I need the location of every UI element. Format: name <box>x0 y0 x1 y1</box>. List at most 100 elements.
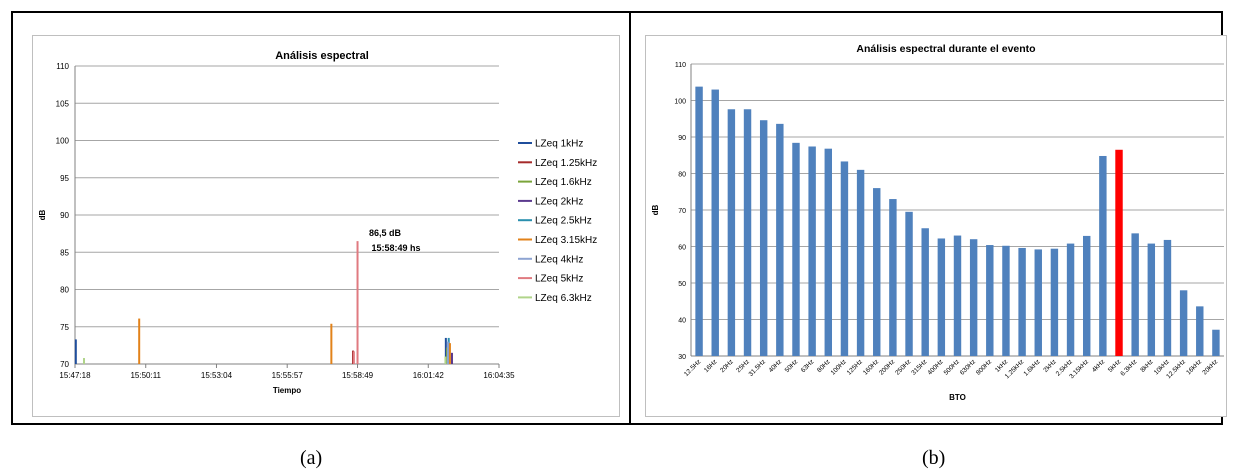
y-tick-label: 80 <box>678 172 686 179</box>
x-tick-label: 63Hz <box>800 358 816 374</box>
bar-1-25khz <box>1018 247 1026 356</box>
caption-b: (b) <box>922 447 946 469</box>
y-tick-label: 90 <box>60 211 69 220</box>
x-tick-label: 6.3kHz <box>1119 358 1138 377</box>
legend-label: LZeq 2kHz <box>535 196 583 207</box>
x-tick-label: 20kHz <box>1201 358 1219 376</box>
bar-12-5hz <box>695 86 703 356</box>
legend-label: LZeq 3.15kHz <box>535 235 597 246</box>
bar-31-5hz <box>759 120 768 357</box>
bar-10khz <box>1163 239 1172 356</box>
bar-4khz <box>1099 155 1107 356</box>
bar-2khz <box>1050 248 1059 356</box>
bar-500hz <box>953 235 962 356</box>
x-tick-label: 16kHz <box>1185 358 1203 376</box>
bar-20khz <box>1212 329 1220 356</box>
y-axis-label: dB <box>651 204 660 215</box>
x-tick-label: 315Hz <box>910 358 928 376</box>
bar-1khz <box>1002 245 1010 356</box>
y-axis-label: dB <box>38 209 47 220</box>
spectral-event-bar-chart-svg: Análisis espectral durante el evento 30 40… <box>651 43 1224 402</box>
x-tick-label: 800Hz <box>975 358 993 376</box>
x-tick-label: 16Hz <box>703 358 719 374</box>
bar-400hz <box>937 238 946 356</box>
x-tick-label: 4kHz <box>1091 358 1106 373</box>
x-tick-label: 100Hz <box>830 358 848 376</box>
bar-63hz <box>808 146 816 356</box>
x-tick-label: 16:01:42 <box>413 371 445 380</box>
bar-160hz <box>873 188 881 356</box>
bar-40hz <box>776 123 784 356</box>
x-tick-label: 125Hz <box>846 358 864 376</box>
legend-label: LZeq 4kHz <box>535 254 583 265</box>
x-tick-label: 15:50:11 <box>130 371 161 380</box>
figure-divider <box>629 11 631 425</box>
bar-630hz <box>969 239 978 356</box>
legend-label: LZeq 1.6kHz <box>535 177 592 188</box>
bar-1-6khz <box>1034 249 1042 356</box>
y-tick-label: 60 <box>678 245 686 252</box>
legend-label: LZeq 2.5kHz <box>535 216 592 227</box>
bar-12-5khz <box>1179 290 1188 356</box>
y-tick-label: 70 <box>60 360 69 369</box>
bar-800hz <box>986 245 994 356</box>
bar-50hz <box>792 142 800 356</box>
y-tick-label: 80 <box>60 286 69 295</box>
peak-value-annotation: 86,5 dB <box>369 228 402 238</box>
y-tick-label: 105 <box>56 99 70 108</box>
chart-title: Análisis espectral <box>275 50 369 62</box>
x-tick-label: 15:53:04 <box>201 371 233 380</box>
x-tick-label: 31.5Hz <box>748 358 768 378</box>
spectral-time-chart: Análisis espectral 70 75 80 85 90 95 100 105 110 1… <box>32 35 620 417</box>
bar-315hz <box>921 228 929 356</box>
x-tick-label: 160Hz <box>862 358 880 376</box>
chart-title: Análisis espectral durante el evento <box>856 43 1035 55</box>
x-tick-label: 250Hz <box>894 358 912 376</box>
x-tick-label: 20Hz <box>719 358 735 374</box>
x-axis-label: Tiempo <box>273 386 301 395</box>
x-tick-label: 630Hz <box>959 358 977 376</box>
x-tick-label: 12.5Hz <box>683 358 703 378</box>
bar-5khz <box>1115 149 1123 356</box>
legend-label: LZeq 6.3kHz <box>535 293 592 304</box>
bar-250hz <box>905 211 913 356</box>
y-tick-label: 100 <box>56 137 70 146</box>
x-tick-label: 15:55:57 <box>272 371 304 380</box>
y-tick-label: 90 <box>678 135 686 142</box>
legend-label: LZeq 1.25kHz <box>535 158 597 169</box>
x-tick-label: 1.6kHz <box>1022 358 1041 377</box>
y-tick-label: 70 <box>678 208 686 215</box>
y-tick-label: 110 <box>56 62 69 71</box>
y-tick-label: 30 <box>678 354 686 361</box>
spectral-time-chart-svg: Análisis espectral 70 75 80 85 90 95 100 105 110 1… <box>38 50 597 395</box>
y-tick-label: 110 <box>675 62 686 69</box>
legend-label: LZeq 5kHz <box>535 274 583 285</box>
bar-100hz <box>840 161 849 356</box>
x-tick-label: 40Hz <box>768 358 784 374</box>
y-tick-label: 100 <box>674 99 686 106</box>
bar-200hz <box>889 199 897 356</box>
bar-125hz <box>856 169 865 356</box>
x-axis-label: BTO <box>949 393 966 402</box>
y-tick-label: 40 <box>678 318 686 325</box>
x-tick-label: 50Hz <box>784 358 800 374</box>
x-tick-label: 400Hz <box>927 358 945 376</box>
bar-2-5khz <box>1066 243 1075 356</box>
spectral-event-bar-chart: Análisis espectral durante el evento 30 40… <box>645 35 1227 417</box>
y-tick-label: 95 <box>60 174 69 183</box>
y-tick-label: 75 <box>60 323 69 332</box>
bar-8khz <box>1147 243 1156 356</box>
peak-time-annotation: 15:58:49 hs <box>371 243 420 253</box>
bar-16khz <box>1196 306 1204 356</box>
y-tick-label: 85 <box>60 248 69 257</box>
x-tick-label: 15:58:49 <box>342 371 374 380</box>
x-tick-label: 16:04:35 <box>483 371 515 380</box>
bar-20hz <box>727 109 736 356</box>
x-tick-label: 200Hz <box>878 358 896 376</box>
x-tick-label: 15:47:18 <box>59 371 91 380</box>
bar-80hz <box>824 148 833 356</box>
x-tick-label: 500Hz <box>943 358 961 376</box>
y-tick-label: 50 <box>678 281 686 288</box>
legend-label: LZeq 1kHz <box>535 139 583 150</box>
bar-16hz <box>711 89 719 357</box>
